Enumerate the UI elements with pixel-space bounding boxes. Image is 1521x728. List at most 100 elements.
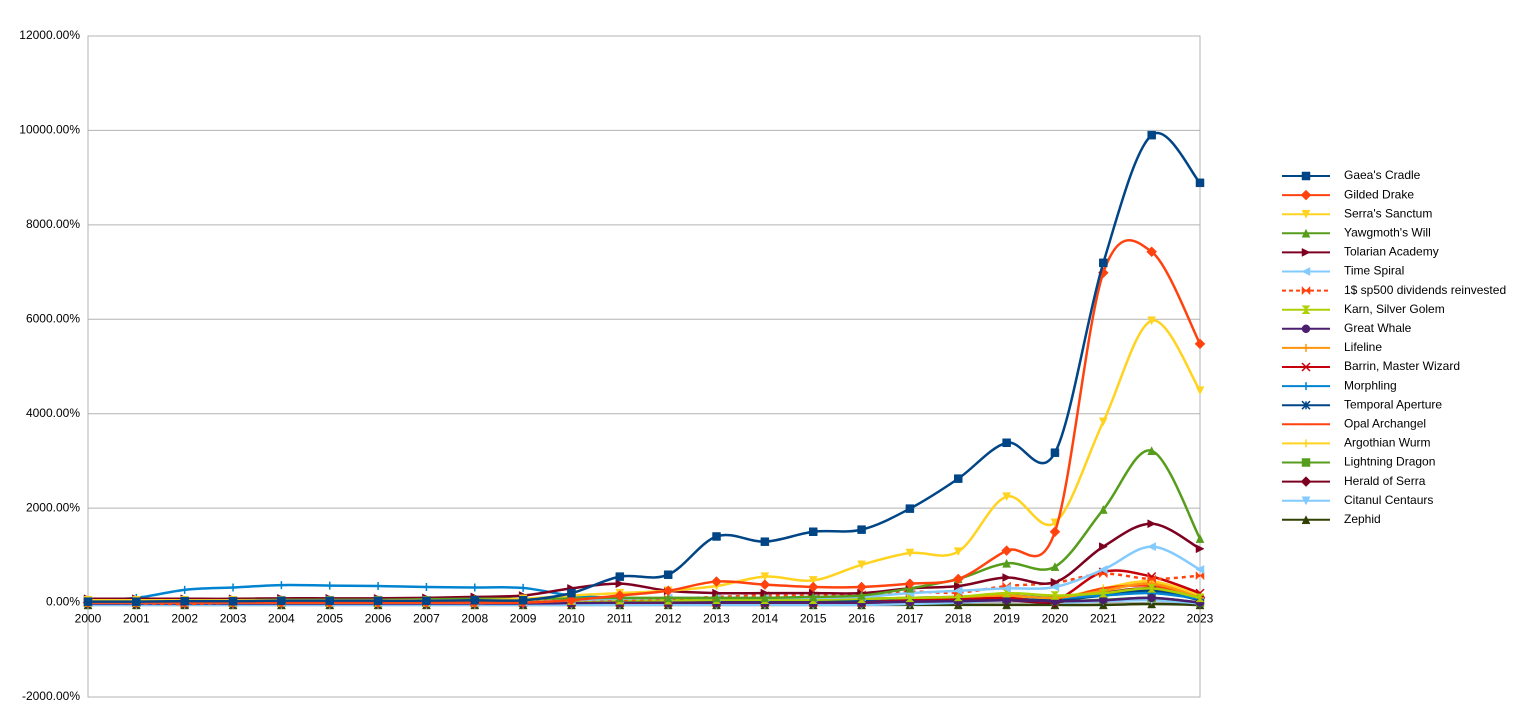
legend-label: Karn, Silver Golem xyxy=(1344,302,1445,316)
marker xyxy=(1050,448,1060,457)
marker xyxy=(470,595,480,605)
marker xyxy=(808,527,818,536)
marker xyxy=(1050,582,1060,592)
y-tick-label: 4000.00% xyxy=(26,406,80,420)
marker xyxy=(1049,526,1061,538)
marker xyxy=(1002,595,1011,605)
x-tick-label: 2014 xyxy=(752,612,779,626)
marker xyxy=(615,572,625,581)
marker xyxy=(760,572,770,582)
marker xyxy=(325,596,334,605)
marker xyxy=(1098,504,1108,514)
x-tick-label: 2022 xyxy=(1138,612,1165,626)
y-tick-label: 2000.00% xyxy=(26,500,80,514)
x-tick-label: 2016 xyxy=(848,612,875,626)
marker xyxy=(1147,316,1157,326)
marker xyxy=(470,583,479,592)
legend-label: Temporal Aperture xyxy=(1344,397,1442,411)
marker xyxy=(567,588,576,598)
marker xyxy=(711,576,722,587)
marker xyxy=(1301,400,1311,410)
y-tick-label: 8000.00% xyxy=(26,217,80,231)
legend-label: Barrin, Master Wizard xyxy=(1344,359,1460,373)
marker xyxy=(374,582,383,591)
legend-label: Morphling xyxy=(1344,378,1397,392)
x-tick-label: 2015 xyxy=(800,612,827,626)
marker xyxy=(1301,362,1311,372)
marker xyxy=(1146,246,1158,258)
marker xyxy=(1098,417,1108,427)
marker xyxy=(1002,492,1012,502)
marker xyxy=(519,583,528,592)
x-tick-label: 2017 xyxy=(897,612,924,626)
marker xyxy=(1050,562,1060,571)
marker xyxy=(1301,209,1311,219)
marker xyxy=(1301,458,1311,467)
legend-label: Opal Archangel xyxy=(1344,416,1426,430)
marker xyxy=(1300,189,1312,201)
legend-label: Gaea's Cradle xyxy=(1344,168,1421,182)
x-tick-label: 2021 xyxy=(1090,612,1117,626)
marker xyxy=(1301,515,1311,525)
marker xyxy=(132,597,141,606)
x-tick-label: 2018 xyxy=(945,612,972,626)
marker xyxy=(857,590,866,600)
x-tick-label: 2006 xyxy=(365,612,392,626)
marker xyxy=(952,573,964,585)
legend-label: Argothian Wurm xyxy=(1344,436,1430,450)
marker xyxy=(1302,382,1310,391)
legend-label: 1$ sp500 dividends reinvested xyxy=(1344,283,1506,297)
marker xyxy=(712,532,721,541)
x-tick-label: 2013 xyxy=(703,612,730,626)
y-tick-label: 12000.00% xyxy=(19,28,80,42)
marker xyxy=(180,585,189,594)
marker xyxy=(1195,178,1205,188)
marker xyxy=(1147,446,1157,456)
marker xyxy=(1301,267,1311,276)
marker xyxy=(1301,305,1311,314)
marker xyxy=(1194,338,1206,350)
legend-label: Yawgmoth's Will xyxy=(1344,225,1431,239)
x-tick-label: 2010 xyxy=(558,612,585,626)
legend-label: Herald of Serra xyxy=(1344,474,1426,488)
marker xyxy=(1195,565,1205,574)
marker xyxy=(1302,439,1310,448)
x-tick-label: 2011 xyxy=(607,612,633,626)
x-tick-label: 2005 xyxy=(316,612,343,626)
x-tick-label: 2000 xyxy=(75,612,102,626)
marker xyxy=(1195,544,1205,554)
x-tick-label: 2004 xyxy=(268,612,295,626)
marker xyxy=(1002,438,1011,448)
marker xyxy=(518,595,528,605)
y-tick-label: -2000.00% xyxy=(22,689,80,703)
marker xyxy=(1301,228,1311,238)
marker xyxy=(1002,584,1011,593)
marker xyxy=(953,547,963,557)
marker xyxy=(615,579,625,589)
x-tick-label: 2009 xyxy=(510,612,537,626)
marker xyxy=(1099,258,1108,268)
y-tick-label: 0.00% xyxy=(46,595,80,609)
marker xyxy=(1147,519,1157,529)
marker xyxy=(760,537,770,546)
y-tick-label: 10000.00% xyxy=(19,123,80,137)
marker xyxy=(1099,595,1108,605)
marker xyxy=(856,581,867,593)
marker xyxy=(422,582,431,591)
marker xyxy=(614,590,626,601)
marker xyxy=(1301,285,1311,296)
marker xyxy=(180,596,189,606)
marker xyxy=(1050,591,1060,600)
marker xyxy=(83,597,93,606)
x-tick-label: 2002 xyxy=(171,612,198,626)
marker xyxy=(807,581,819,593)
marker xyxy=(954,474,963,483)
marker xyxy=(1050,577,1060,587)
x-tick-label: 2020 xyxy=(1042,612,1069,626)
marker xyxy=(953,586,963,596)
x-tick-label: 2023 xyxy=(1187,612,1214,626)
marker xyxy=(1147,584,1157,593)
marker xyxy=(229,583,238,592)
marker xyxy=(1098,588,1108,598)
